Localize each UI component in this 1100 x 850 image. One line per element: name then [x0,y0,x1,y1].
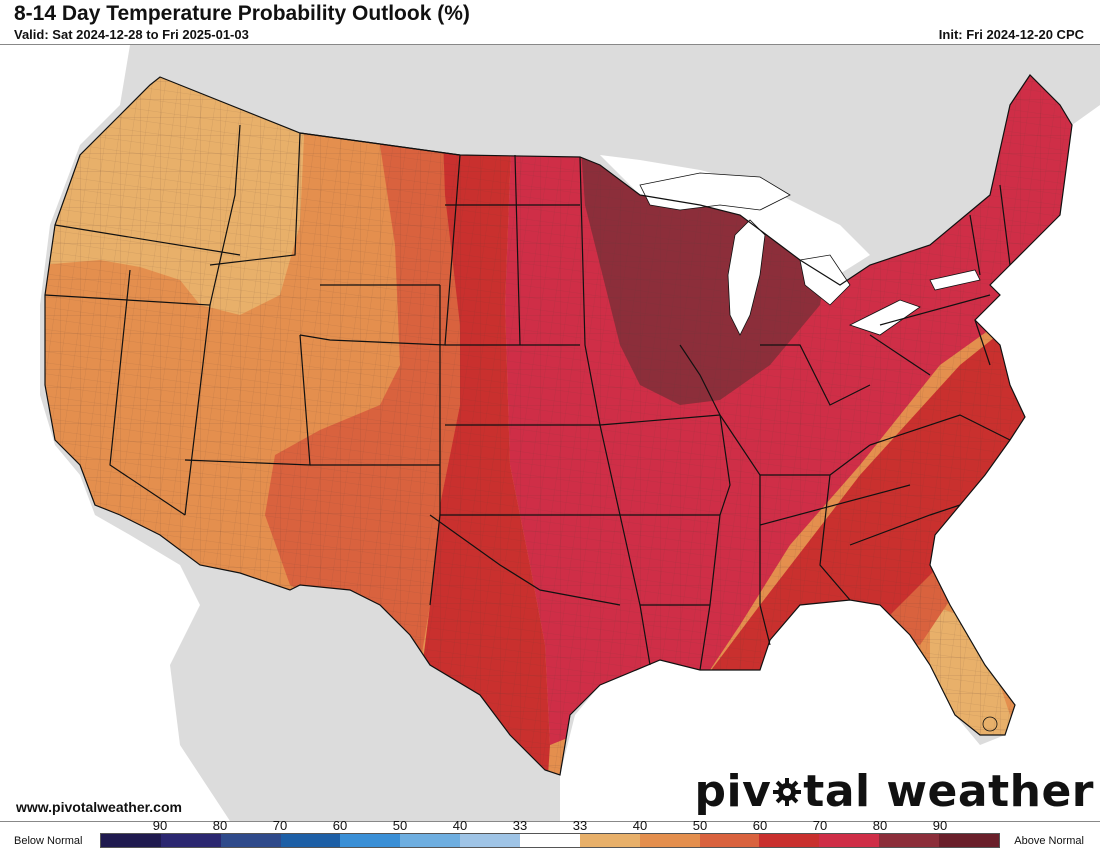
color-legend: Below Normal 90 80 70 60 50 40 33 33 40 … [0,818,1100,850]
legend-tick: 90 [932,818,948,833]
legend-swatch [579,834,640,847]
legend-swatch [819,834,880,847]
legend-tick: 80 [212,818,228,833]
lake-okeechobee [982,716,998,732]
above-normal-label: Above Normal [1014,835,1084,847]
map-svg [0,45,1100,821]
atlantic-gulf-water [560,105,1100,821]
legend-tick: 60 [332,818,348,833]
legend-tick: 70 [812,818,828,833]
init-time: Init: Fri 2024-12-20 CPC [938,27,1084,42]
legend-swatch [759,834,820,847]
legend-tick: 50 [392,818,408,833]
legend-swatch [460,834,521,847]
website-url[interactable]: www.pivotalweather.com [16,799,182,815]
legend-tick: 80 [872,818,888,833]
legend-swatch [699,834,760,847]
legend-tick: 70 [272,818,288,833]
valid-period: Valid: Sat 2024-12-28 to Fri 2025-01-03 [14,27,249,42]
brand-text-start: piv [694,766,772,817]
page-title: 8-14 Day Temperature Probability Outlook… [14,2,470,25]
legend-tick: 40 [452,818,468,833]
legend-swatch [520,834,580,847]
gear-icon [773,777,802,806]
legend-swatch [340,834,401,847]
legend-swatch [220,834,281,847]
pacific-ocean [0,45,230,821]
legend-swatch [160,834,221,847]
legend-ticks: 90 80 70 60 50 40 33 33 40 50 60 70 80 9… [100,818,1000,833]
legend-swatch [939,834,999,847]
below-normal-label: Below Normal [14,835,83,847]
lake-michigan [727,219,766,336]
lake-ontario [929,269,981,291]
lake-erie [848,299,921,336]
brand-text-end: tal weather [803,766,1094,817]
state-boundaries [44,74,1073,776]
outlook-map [0,44,1100,822]
legend-tick: 40 [632,818,648,833]
legend-tick: 33 [572,818,588,833]
legend-tick: 60 [752,818,768,833]
legend-tick: 33 [512,818,528,833]
brand-logo: piv tal weather [695,766,1094,817]
legend-swatch [879,834,940,847]
legend-color-bar [100,833,1000,848]
legend-swatch [639,834,700,847]
legend-swatch [400,834,461,847]
legend-swatch [280,834,341,847]
legend-swatch [101,834,161,847]
legend-tick: 90 [152,818,168,833]
legend-tick: 50 [692,818,708,833]
